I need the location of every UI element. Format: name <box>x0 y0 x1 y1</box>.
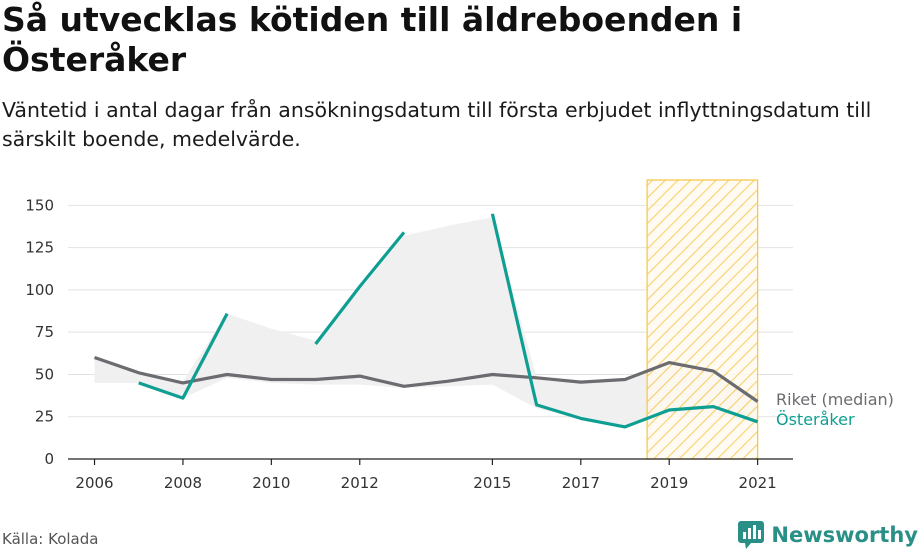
y-tick-label: 100 <box>25 281 54 299</box>
highlight-range <box>646 179 759 460</box>
brand-logo: Newsworthy <box>737 519 918 551</box>
series-line-1 <box>138 312 229 400</box>
highlight-period <box>646 179 759 460</box>
series-label: Riket (median) <box>776 390 894 409</box>
range-band-area <box>94 217 758 427</box>
x-tick-label: 2017 <box>562 474 600 492</box>
y-tick-label: 25 <box>35 408 54 426</box>
brand-name: Newsworthy <box>771 523 918 547</box>
series-line-0 <box>93 355 759 403</box>
x-tick-label: 2015 <box>473 474 511 492</box>
series-line-1 <box>490 213 759 429</box>
x-tick-label: 2008 <box>164 474 202 492</box>
chart-subtitle: Väntetid i antal dagar från ansökningsda… <box>2 98 872 151</box>
series-line-1 <box>314 231 406 345</box>
series-lines <box>93 213 759 429</box>
range-band <box>94 217 758 427</box>
x-tick-label: 2010 <box>252 474 290 492</box>
y-tick-label: 125 <box>25 239 54 257</box>
source-note: Källa: Kolada <box>2 530 99 548</box>
newsworthy-logo-icon <box>738 521 765 549</box>
y-tick-label: 150 <box>25 196 54 214</box>
line-chart: 0 25 50 75 100 125 150 2006 2008 2010 2012 2015 2017… <box>25 179 894 492</box>
y-tick-label: 0 <box>44 450 54 468</box>
y-tick-label: 50 <box>35 365 54 383</box>
y-tick-label: 75 <box>35 323 54 341</box>
series-label: Österåker <box>776 410 855 429</box>
x-tick-label: 2021 <box>739 474 777 492</box>
x-tick-label: 2019 <box>650 474 688 492</box>
chart-title: Så utvecklas kötiden till äldreboenden i… <box>2 0 743 79</box>
axes: 0 25 50 75 100 125 150 2006 2008 2010 2012 2015 2017… <box>25 196 793 492</box>
x-tick-label: 2012 <box>341 474 379 492</box>
x-tick-label: 2006 <box>75 474 113 492</box>
series-labels: Riket (median)Österåker <box>776 390 894 429</box>
